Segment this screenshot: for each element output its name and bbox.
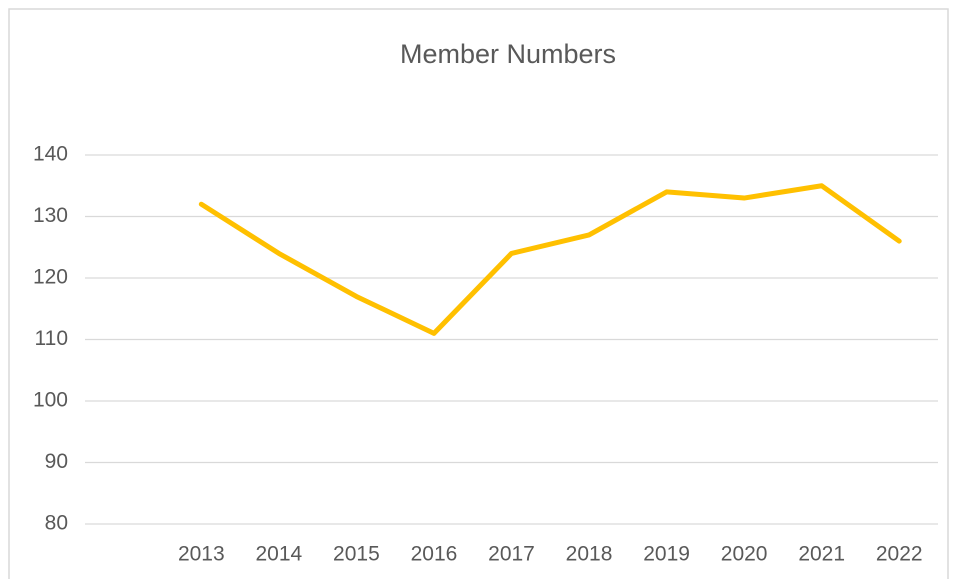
x-tick-label: 2018 — [566, 543, 613, 566]
x-tick-label: 2021 — [798, 543, 845, 566]
x-tick-label: 2013 — [178, 543, 225, 566]
y-tick-label: 90 — [45, 450, 68, 473]
chart-title: Member Numbers — [400, 39, 616, 69]
x-tick-label: 2017 — [488, 543, 535, 566]
x-tick-label: 2019 — [643, 543, 690, 566]
line-series — [198, 183, 902, 336]
y-tick-label: 130 — [33, 204, 68, 227]
y-tick-label: 110 — [35, 327, 68, 350]
x-tick-label: 2016 — [411, 543, 458, 566]
y-tick-label: 100 — [33, 389, 68, 412]
chart-border — [8, 8, 949, 579]
x-tick-label: 2015 — [333, 543, 380, 566]
y-tick-label: 140 — [33, 143, 68, 166]
x-tick-label: 2022 — [876, 543, 923, 566]
x-tick-label: 2014 — [256, 543, 303, 566]
y-tick-label: 120 — [33, 266, 68, 289]
x-tick-label: 2020 — [721, 543, 768, 566]
y-tick-label: 80 — [45, 512, 68, 535]
